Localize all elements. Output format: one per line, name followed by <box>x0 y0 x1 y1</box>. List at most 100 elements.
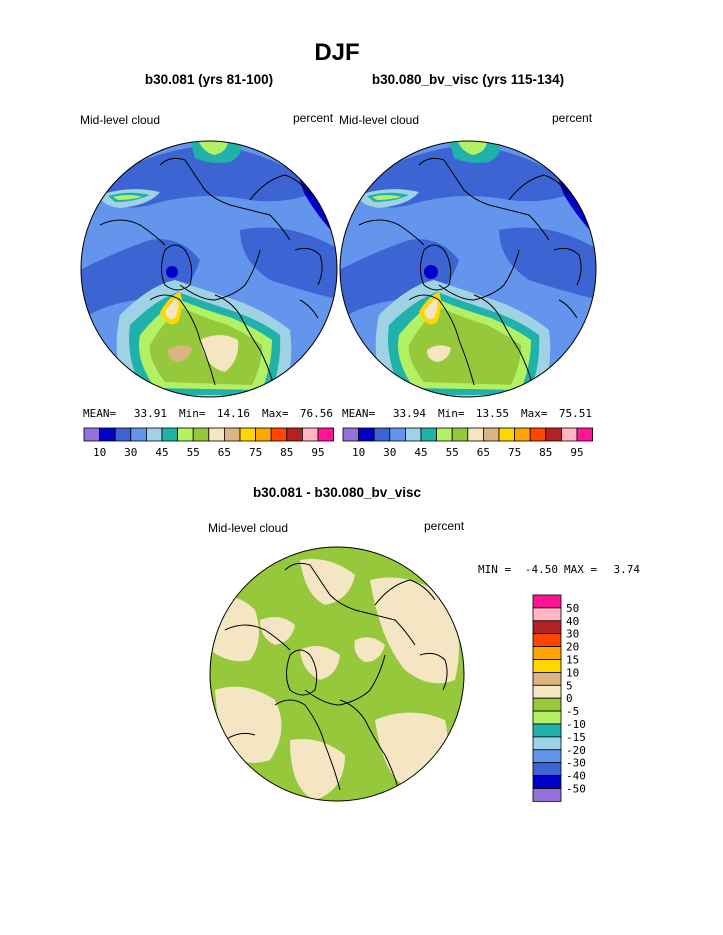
colorbar-difference-swatch <box>532 607 562 622</box>
colorbar-right-tick-label: 30 <box>383 446 396 459</box>
colorbar-difference-tick-label: 50 <box>566 602 579 615</box>
colorbar-right-swatch <box>576 427 594 442</box>
colorbar-left-tick-label: 75 <box>249 446 262 459</box>
colorbar-left-swatch <box>270 427 288 442</box>
stats-right-mean-label: MEAN= <box>342 407 375 420</box>
colorbar-right-swatch <box>545 427 562 442</box>
colorbar-difference-swatch <box>532 723 562 738</box>
colorbar-right-swatch <box>342 427 360 442</box>
colorbar-right-swatch <box>498 427 516 442</box>
colorbar-right-tick-label: 95 <box>570 446 583 459</box>
colorbar-left-swatch <box>145 427 163 442</box>
colorbar-difference-tick-label: -50 <box>566 783 586 796</box>
colorbar-difference-tick-label: -40 <box>566 770 586 783</box>
colorbar-right-tick-label: 55 <box>446 446 459 459</box>
colorbar-right-swatch <box>514 427 531 442</box>
panel-right-variable-label: Mid-level cloud <box>339 113 419 127</box>
colorbar-left-tick-label: 45 <box>155 446 168 459</box>
colorbar-difference-swatch <box>532 749 562 764</box>
colorbar-difference-tick-label: -15 <box>566 731 586 744</box>
colorbar-difference-tick-label: -10 <box>566 718 586 731</box>
colorbar-left-swatch <box>255 427 272 442</box>
colorbar-left-tick-label: 65 <box>218 446 231 459</box>
colorbar-difference-tick-label: -5 <box>566 705 579 718</box>
colorbar-right-swatch <box>529 427 547 442</box>
colorbar-difference-swatch <box>532 788 562 802</box>
colorbar-right-swatch <box>561 427 578 442</box>
colorbar-left-swatch <box>99 427 116 442</box>
colorbar-right-swatch <box>404 427 422 442</box>
colorbar-right-tick-label: 75 <box>508 446 521 459</box>
main-title: DJF <box>314 39 359 66</box>
colorbar-difference-swatch <box>532 736 562 751</box>
colorbar-right-swatch <box>436 427 453 442</box>
colorbar-left-swatch <box>114 427 132 442</box>
map-right <box>339 140 597 398</box>
colorbar-right-swatch <box>451 427 469 442</box>
stats-left-mean-label: MEAN= <box>83 407 116 420</box>
colorbar-difference-tick-label: -30 <box>566 757 586 770</box>
colorbar-left-swatch <box>177 427 194 442</box>
stats-diff-max-value: 3.74 <box>614 563 641 576</box>
map-left <box>80 140 338 398</box>
colorbar-right-swatch <box>467 427 484 442</box>
colorbar-right-swatch <box>358 427 375 442</box>
colorbar-difference-swatch <box>532 762 562 777</box>
stats-left-min-value: 14.16 <box>217 407 250 420</box>
stats-left-mean-value: 33.91 <box>134 407 167 420</box>
colorbar-left-tick-label: 10 <box>93 446 106 459</box>
colorbar-left-swatch <box>208 427 225 442</box>
colorbar-difference-tick-label: 15 <box>566 654 579 667</box>
colorbar-difference-tick-label: 20 <box>566 641 579 654</box>
colorbar-right-tick-label: 45 <box>414 446 427 459</box>
colorbar-difference-swatch <box>532 594 562 609</box>
colorbar-difference-tick-label: 40 <box>566 615 579 628</box>
panel-right-units-label: percent <box>552 111 593 125</box>
colorbar-difference-swatch <box>532 646 562 660</box>
colorbar-difference-swatch <box>532 697 562 712</box>
colorbar-right-swatch <box>420 427 438 442</box>
colorbar-difference-tick-label: 30 <box>566 628 579 641</box>
colorbar-difference-tick-label: 10 <box>566 666 579 679</box>
colorbar-difference-swatch <box>532 684 562 699</box>
panel-left-units-label: percent <box>293 111 334 125</box>
colorbar-left-swatch <box>286 427 303 442</box>
colorbar-difference-swatch <box>532 620 562 635</box>
stats-right-min-value: 13.55 <box>476 407 509 420</box>
stats-right-mean-value: 33.94 <box>393 407 426 420</box>
colorbar-right-tick-label: 65 <box>477 446 490 459</box>
colorbar-difference-swatch <box>532 710 562 725</box>
colorbar-left-swatch <box>83 427 101 442</box>
colorbar-difference-swatch <box>532 659 562 673</box>
colorbar-left-tick-label: 85 <box>280 446 293 459</box>
stats-left-min-label: Min= <box>179 407 206 420</box>
map-difference <box>209 546 465 802</box>
colorbar-left-swatch <box>223 427 241 442</box>
colorbar-difference-tick-label: -20 <box>566 744 586 757</box>
colorbar-right-swatch <box>482 427 500 442</box>
stats-diff-max-label: MAX = <box>564 563 597 576</box>
colorbar-left-swatch <box>130 427 147 442</box>
difference-title: b30.081 - b30.080_bv_visc <box>253 485 422 500</box>
colorbar-right-swatch <box>389 427 406 442</box>
stats-right: MEAN= 33.94 Min= 13.55 Max= 75.51 <box>342 407 592 420</box>
stats-right-min-label: Min= <box>438 407 465 420</box>
colorbar-left: 10 30 45 55 65 75 85 95 <box>83 427 335 459</box>
colorbar-difference-swatch <box>532 672 562 686</box>
colorbar-left-tick-label: 55 <box>187 446 200 459</box>
colorbar-difference-swatch <box>532 633 562 648</box>
colorbar-right: 10 30 45 55 65 75 85 95 <box>342 427 594 459</box>
colorbar-difference-tick-label: 0 <box>566 692 573 705</box>
colorbar-left-swatch <box>317 427 335 442</box>
colorbar-left-swatch <box>301 427 319 442</box>
stats-difference: MIN = -4.50 MAX = 3.74 <box>478 563 640 576</box>
colorbar-left-swatch <box>161 427 179 442</box>
stats-left: MEAN= 33.91 Min= 14.16 Max= 76.56 <box>83 407 333 420</box>
colorbar-left-tick-label: 95 <box>311 446 324 459</box>
colorbar-left-swatch <box>239 427 257 442</box>
stats-left-max-label: Max= <box>262 407 289 420</box>
stats-left-max-value: 76.56 <box>300 407 333 420</box>
panel-diff-units-label: percent <box>424 519 465 533</box>
